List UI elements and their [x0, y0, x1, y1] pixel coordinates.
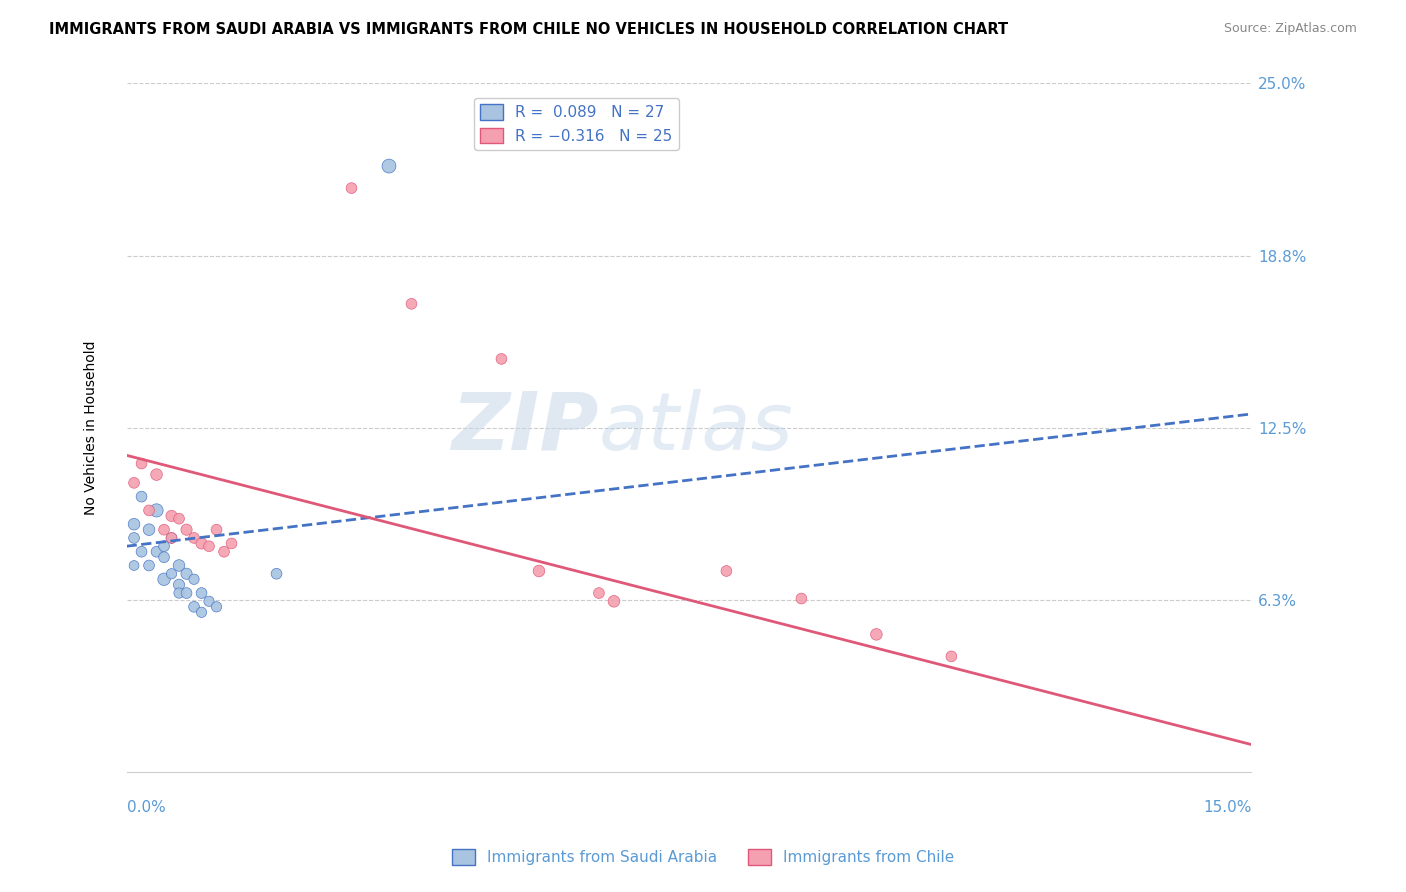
Point	[160, 531, 183, 545]
Point	[340, 181, 363, 195]
Point	[378, 159, 401, 173]
Point	[190, 605, 212, 619]
Point	[122, 531, 145, 545]
Point	[138, 523, 160, 537]
Point	[198, 539, 221, 553]
Legend: R =  0.089   N = 27, R = −0.316   N = 25: R = 0.089 N = 27, R = −0.316 N = 25	[474, 98, 679, 150]
Point	[183, 572, 205, 586]
Point	[176, 586, 198, 600]
Point	[212, 545, 235, 559]
Point	[145, 467, 167, 482]
Point	[266, 566, 288, 581]
Point	[145, 545, 167, 559]
Point	[153, 572, 176, 586]
Point	[167, 586, 190, 600]
Point	[153, 523, 176, 537]
Point	[167, 558, 190, 573]
Point	[603, 594, 626, 608]
Point	[205, 523, 228, 537]
Point	[160, 566, 183, 581]
Point	[131, 490, 153, 504]
Point	[941, 649, 963, 664]
Point	[122, 475, 145, 490]
Point	[160, 531, 183, 545]
Point	[401, 297, 423, 311]
Point	[183, 599, 205, 614]
Point	[190, 536, 212, 550]
Point	[131, 545, 153, 559]
Point	[176, 523, 198, 537]
Point	[131, 457, 153, 471]
Point	[198, 594, 221, 608]
Point	[176, 566, 198, 581]
Point	[153, 539, 176, 553]
Point	[865, 627, 887, 641]
Point	[190, 586, 212, 600]
Point	[138, 503, 160, 517]
Point	[138, 558, 160, 573]
Text: ZIP: ZIP	[451, 389, 599, 467]
Point	[167, 511, 190, 525]
Point	[183, 531, 205, 545]
Point	[527, 564, 550, 578]
Point	[491, 351, 513, 366]
Text: 0.0%: 0.0%	[127, 799, 166, 814]
Point	[716, 564, 738, 578]
Point	[122, 558, 145, 573]
Point	[790, 591, 813, 606]
Point	[167, 578, 190, 592]
Point	[122, 517, 145, 532]
Text: No Vehicles in Household: No Vehicles in Household	[84, 341, 98, 515]
Point	[153, 550, 176, 565]
Point	[160, 508, 183, 523]
Point	[205, 599, 228, 614]
Text: Source: ZipAtlas.com: Source: ZipAtlas.com	[1223, 22, 1357, 36]
Point	[145, 503, 167, 517]
Point	[588, 586, 610, 600]
Point	[221, 536, 243, 550]
Text: atlas: atlas	[599, 389, 794, 467]
Text: IMMIGRANTS FROM SAUDI ARABIA VS IMMIGRANTS FROM CHILE NO VEHICLES IN HOUSEHOLD C: IMMIGRANTS FROM SAUDI ARABIA VS IMMIGRAN…	[49, 22, 1008, 37]
Text: 15.0%: 15.0%	[1204, 799, 1251, 814]
Legend: Immigrants from Saudi Arabia, Immigrants from Chile: Immigrants from Saudi Arabia, Immigrants…	[446, 843, 960, 871]
